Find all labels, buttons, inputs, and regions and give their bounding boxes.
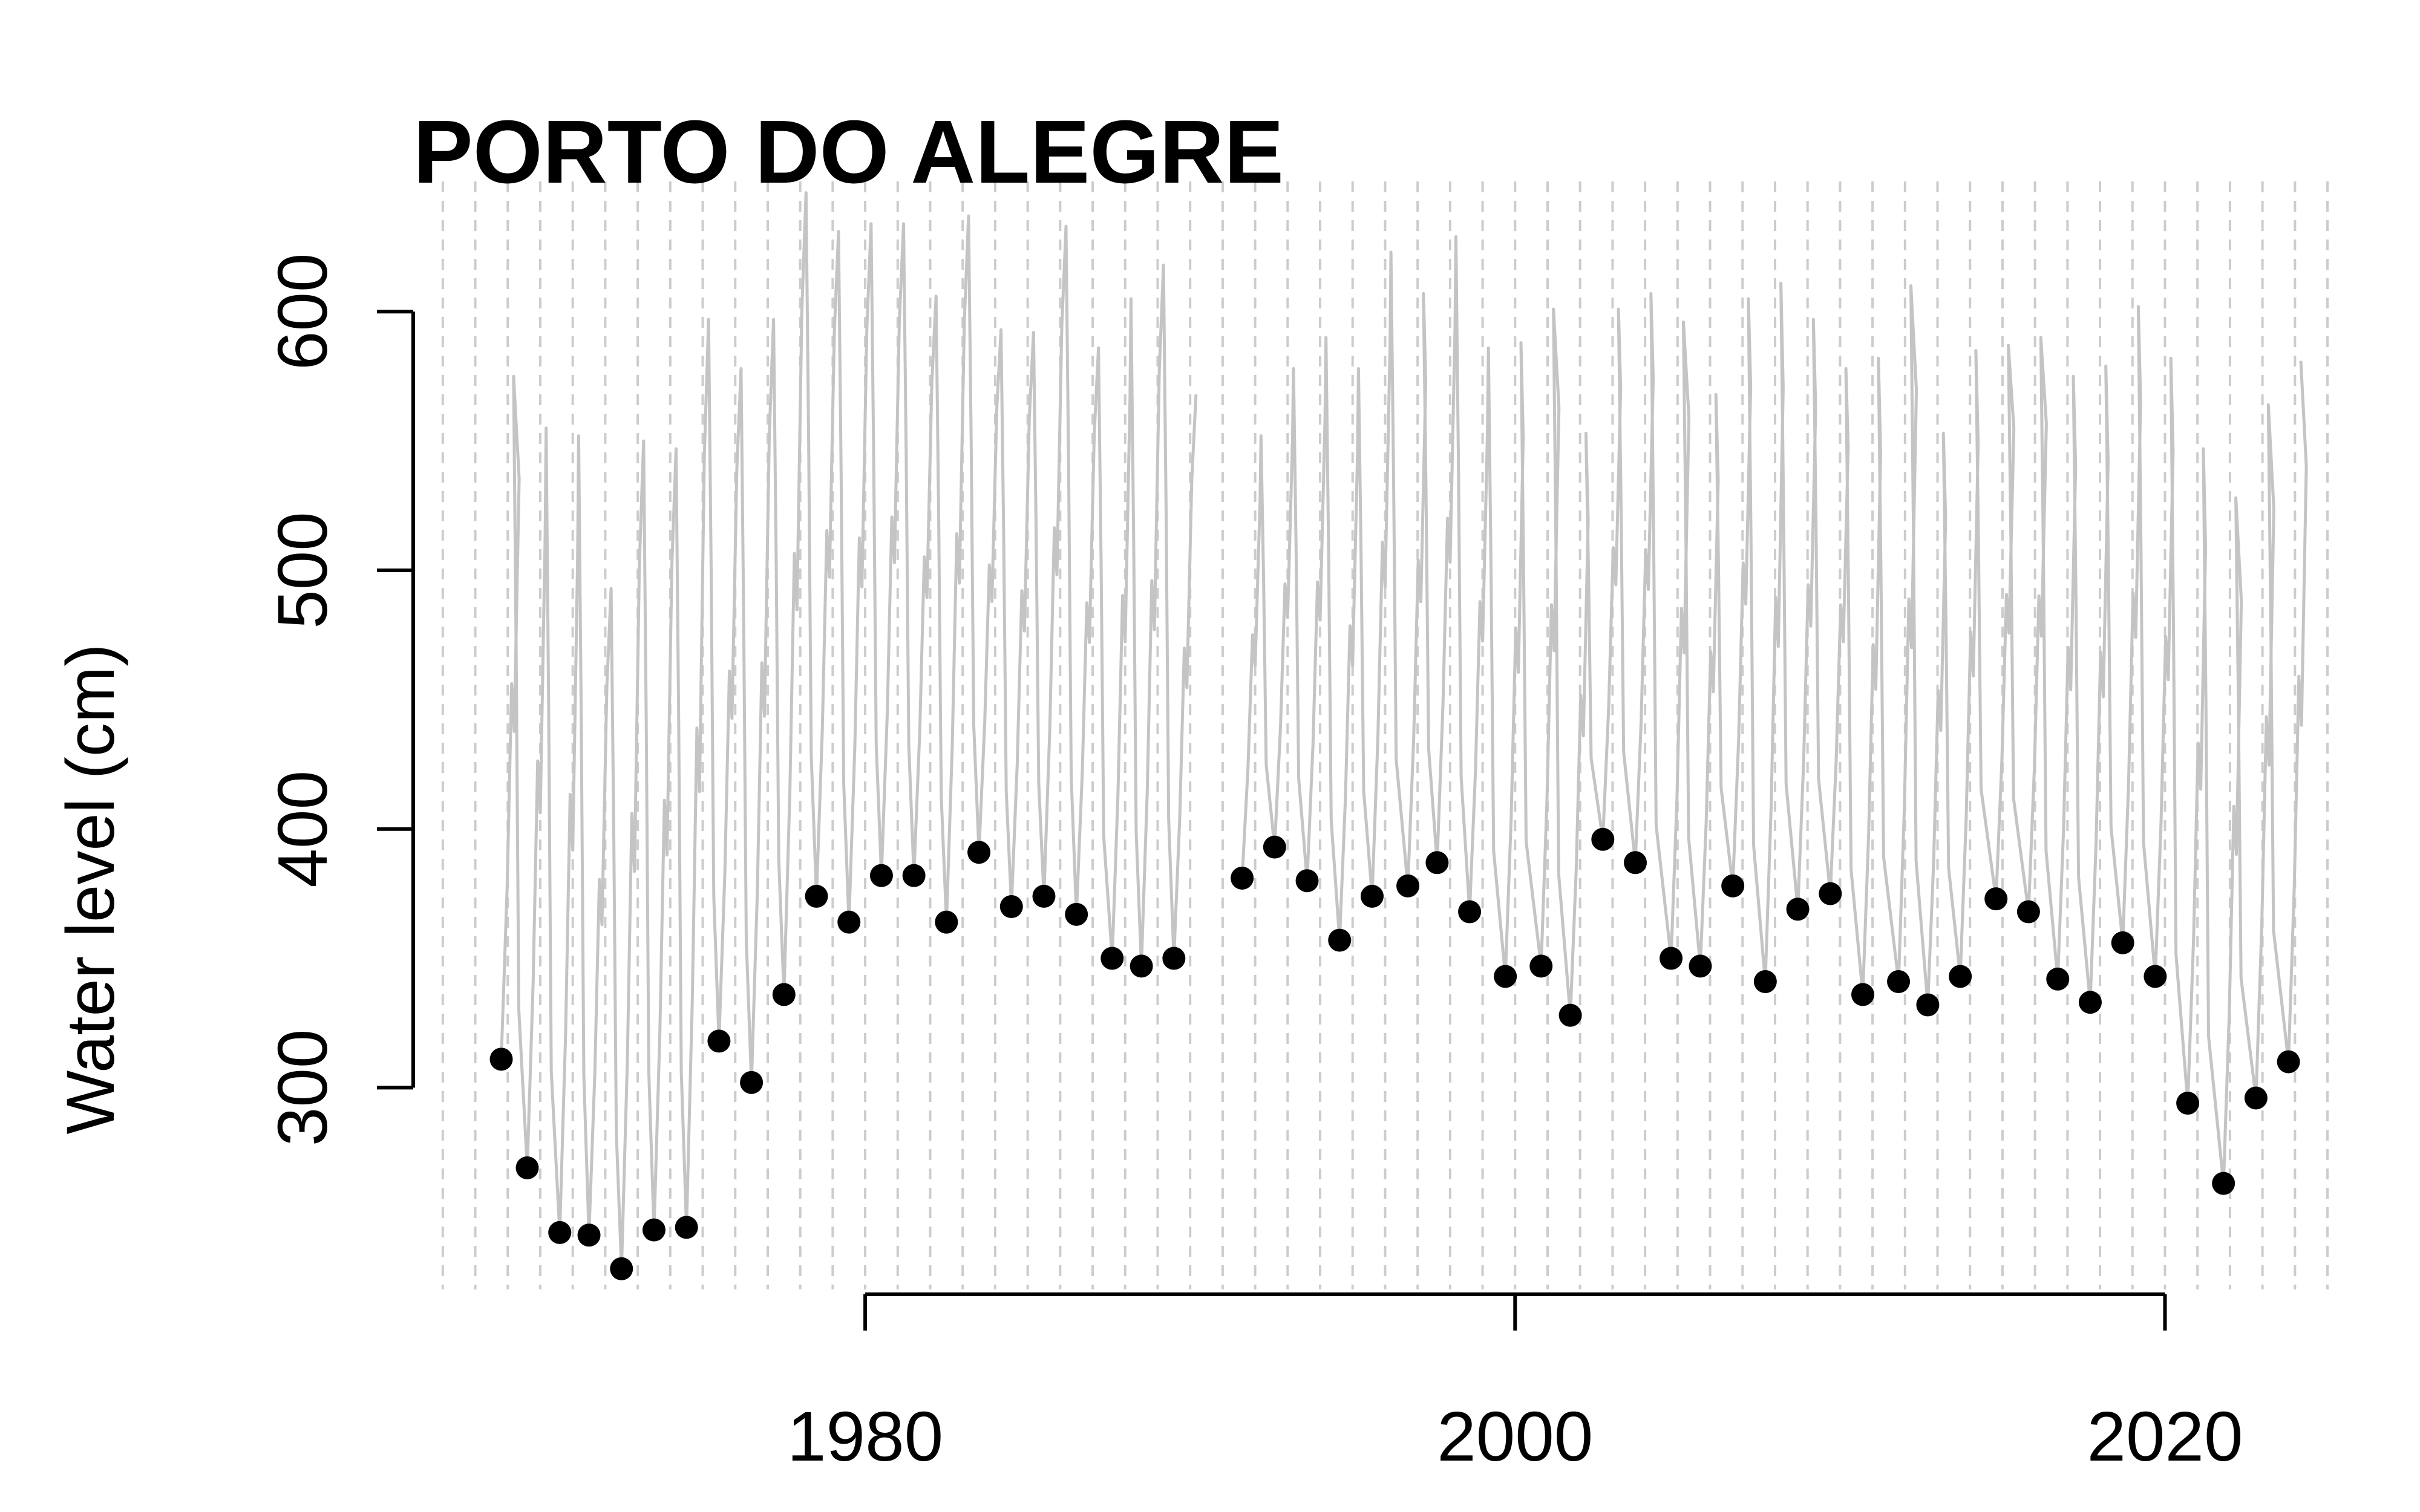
x-tick-label: 2000 [1437, 1397, 1593, 1476]
min-level-point [869, 864, 893, 887]
annual-minimum-points [489, 827, 2300, 1280]
min-level-point [2212, 1171, 2235, 1195]
min-level-point [1624, 851, 1647, 875]
y-tick-label: 400 [263, 771, 342, 888]
min-level-point [1689, 954, 1712, 978]
min-level-point [837, 910, 861, 934]
chart-title: PORTO DO ALEGRE [413, 102, 1284, 202]
min-level-point [1887, 970, 1911, 994]
min-level-point [2144, 965, 2167, 988]
min-level-point [1328, 928, 1352, 952]
min-level-point [1984, 887, 2008, 911]
min-level-point [902, 864, 926, 887]
min-level-point [740, 1070, 764, 1094]
x-tick-label: 1980 [787, 1397, 943, 1476]
min-level-point [2277, 1050, 2300, 1074]
min-level-point [1949, 965, 1972, 988]
min-level-point [1591, 827, 1615, 851]
min-level-point [1425, 851, 1449, 875]
min-level-point [1396, 874, 1420, 898]
min-level-point [1065, 902, 1088, 926]
min-level-point [1263, 835, 1286, 859]
min-level-point [675, 1216, 698, 1239]
min-level-point [2244, 1086, 2268, 1110]
min-level-point [2046, 967, 2070, 991]
tick-labels: 300 400 500 600 1980 2000 2020 [263, 253, 2243, 1476]
min-level-point [1851, 983, 1874, 1006]
min-level-point [1660, 947, 1683, 970]
water-level-line [500, 191, 1198, 1271]
min-level-point [1494, 965, 1517, 988]
min-level-point [772, 983, 796, 1006]
min-level-point [1786, 898, 1810, 921]
min-level-point [1295, 869, 1319, 893]
water-level-series [500, 191, 2308, 1271]
min-level-point [1032, 884, 1056, 908]
min-level-point [1753, 970, 1777, 994]
min-level-point [1130, 954, 1153, 978]
min-level-point [2111, 931, 2134, 954]
x-tick-label: 2020 [2087, 1397, 2243, 1476]
min-level-point [1231, 866, 1254, 890]
min-level-point [2016, 900, 2040, 924]
min-level-point [1916, 993, 1940, 1017]
min-level-point [548, 1220, 572, 1244]
min-level-point [1100, 947, 1124, 970]
min-level-point [1819, 882, 1842, 905]
min-level-point [707, 1029, 731, 1053]
min-level-point [805, 884, 828, 908]
min-level-point [999, 895, 1023, 919]
min-level-point [642, 1218, 666, 1242]
min-level-point [1529, 954, 1553, 978]
y-tick-label: 600 [263, 253, 342, 371]
min-level-point [1162, 947, 1186, 970]
min-level-point [2078, 991, 2102, 1014]
min-level-point [577, 1224, 601, 1247]
min-level-point [2176, 1092, 2200, 1115]
min-level-point [967, 841, 991, 864]
min-level-point [610, 1257, 633, 1280]
min-level-point [1558, 1003, 1582, 1027]
y-tick-label: 300 [263, 1029, 342, 1147]
min-level-point [489, 1048, 513, 1071]
min-level-point [1458, 900, 1482, 924]
min-level-point [515, 1156, 539, 1179]
water-level-line [1240, 235, 2308, 1185]
min-level-point [935, 910, 958, 934]
min-level-point [1721, 874, 1745, 898]
y-axis-label: Water level (cm) [53, 644, 128, 1134]
year-gridlines [441, 181, 2329, 1289]
min-level-point [1360, 884, 1384, 908]
y-tick-label: 500 [263, 512, 342, 629]
